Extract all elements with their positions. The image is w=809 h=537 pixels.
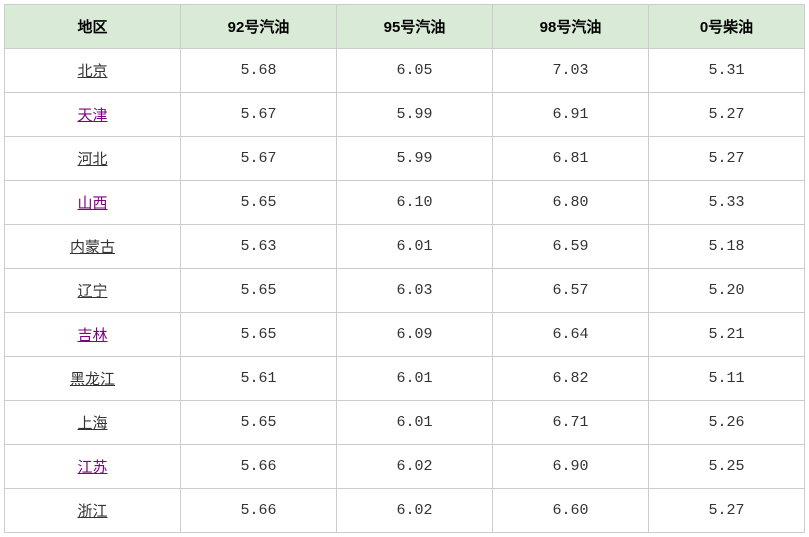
cell-v98: 6.91	[493, 93, 649, 137]
cell-v98: 6.81	[493, 137, 649, 181]
cell-v95: 5.99	[337, 93, 493, 137]
col-header-98: 98号汽油	[493, 5, 649, 49]
cell-v95: 6.10	[337, 181, 493, 225]
table-body: 北京5.686.057.035.31天津5.675.996.915.27河北5.…	[5, 49, 805, 533]
cell-v92: 5.67	[181, 137, 337, 181]
cell-v95: 6.09	[337, 313, 493, 357]
region-link[interactable]: 黑龙江	[70, 371, 115, 388]
table-row: 北京 5.686.057.035.31	[5, 49, 805, 93]
cell-v0: 5.21	[649, 313, 805, 357]
cell-v98: 7.03	[493, 49, 649, 93]
cell-v95: 5.99	[337, 137, 493, 181]
cell-v98: 6.80	[493, 181, 649, 225]
cell-v0: 5.27	[649, 93, 805, 137]
cell-region: 山西	[5, 181, 181, 225]
cell-region: 浙江	[5, 489, 181, 533]
col-header-region: 地区	[5, 5, 181, 49]
table-row: 山西 5.656.106.805.33	[5, 181, 805, 225]
fuel-price-table: 地区 92号汽油 95号汽油 98号汽油 0号柴油 北京 5.686.057.03…	[4, 4, 805, 533]
cell-v98: 6.60	[493, 489, 649, 533]
region-link[interactable]: 河北	[77, 151, 107, 168]
table-row: 浙江 5.666.026.605.27	[5, 489, 805, 533]
cell-v92: 5.61	[181, 357, 337, 401]
region-link[interactable]: 天津	[77, 107, 107, 124]
cell-v95: 6.01	[337, 225, 493, 269]
cell-v98: 6.59	[493, 225, 649, 269]
cell-v0: 5.27	[649, 137, 805, 181]
table-row: 辽宁 5.656.036.575.20	[5, 269, 805, 313]
cell-v0: 5.27	[649, 489, 805, 533]
cell-v0: 5.20	[649, 269, 805, 313]
table-row: 上海 5.656.016.715.26	[5, 401, 805, 445]
cell-v92: 5.66	[181, 489, 337, 533]
table-row: 吉林 5.656.096.645.21	[5, 313, 805, 357]
cell-region: 北京	[5, 49, 181, 93]
cell-v92: 5.65	[181, 401, 337, 445]
cell-region: 上海	[5, 401, 181, 445]
region-link[interactable]: 上海	[77, 415, 107, 432]
cell-v92: 5.67	[181, 93, 337, 137]
cell-region: 江苏	[5, 445, 181, 489]
cell-v98: 6.90	[493, 445, 649, 489]
table-row: 河北 5.675.996.815.27	[5, 137, 805, 181]
cell-v92: 5.68	[181, 49, 337, 93]
col-header-0: 0号柴油	[649, 5, 805, 49]
cell-region: 内蒙古	[5, 225, 181, 269]
cell-v95: 6.02	[337, 445, 493, 489]
region-link[interactable]: 吉林	[77, 327, 107, 344]
cell-v92: 5.63	[181, 225, 337, 269]
cell-region: 辽宁	[5, 269, 181, 313]
cell-v0: 5.18	[649, 225, 805, 269]
cell-region: 河北	[5, 137, 181, 181]
region-link[interactable]: 北京	[77, 63, 107, 80]
cell-region: 黑龙江	[5, 357, 181, 401]
cell-v0: 5.11	[649, 357, 805, 401]
region-link[interactable]: 内蒙古	[70, 239, 115, 256]
cell-v92: 5.66	[181, 445, 337, 489]
table-header-row: 地区 92号汽油 95号汽油 98号汽油 0号柴油	[5, 5, 805, 49]
table-row: 内蒙古 5.636.016.595.18	[5, 225, 805, 269]
region-link[interactable]: 浙江	[77, 503, 107, 520]
cell-v95: 6.05	[337, 49, 493, 93]
cell-v95: 6.01	[337, 401, 493, 445]
cell-v0: 5.25	[649, 445, 805, 489]
table-row: 天津 5.675.996.915.27	[5, 93, 805, 137]
cell-v0: 5.33	[649, 181, 805, 225]
cell-v92: 5.65	[181, 181, 337, 225]
region-link[interactable]: 江苏	[77, 459, 107, 476]
cell-region: 天津	[5, 93, 181, 137]
cell-v92: 5.65	[181, 313, 337, 357]
cell-v98: 6.82	[493, 357, 649, 401]
col-header-92: 92号汽油	[181, 5, 337, 49]
cell-v92: 5.65	[181, 269, 337, 313]
cell-v98: 6.57	[493, 269, 649, 313]
region-link[interactable]: 辽宁	[77, 283, 107, 300]
cell-v95: 6.02	[337, 489, 493, 533]
cell-v98: 6.71	[493, 401, 649, 445]
table-row: 黑龙江 5.616.016.825.11	[5, 357, 805, 401]
region-link[interactable]: 山西	[77, 195, 107, 212]
cell-v0: 5.26	[649, 401, 805, 445]
table-row: 江苏 5.666.026.905.25	[5, 445, 805, 489]
cell-v95: 6.03	[337, 269, 493, 313]
cell-v95: 6.01	[337, 357, 493, 401]
cell-v0: 5.31	[649, 49, 805, 93]
col-header-95: 95号汽油	[337, 5, 493, 49]
cell-region: 吉林	[5, 313, 181, 357]
cell-v98: 6.64	[493, 313, 649, 357]
